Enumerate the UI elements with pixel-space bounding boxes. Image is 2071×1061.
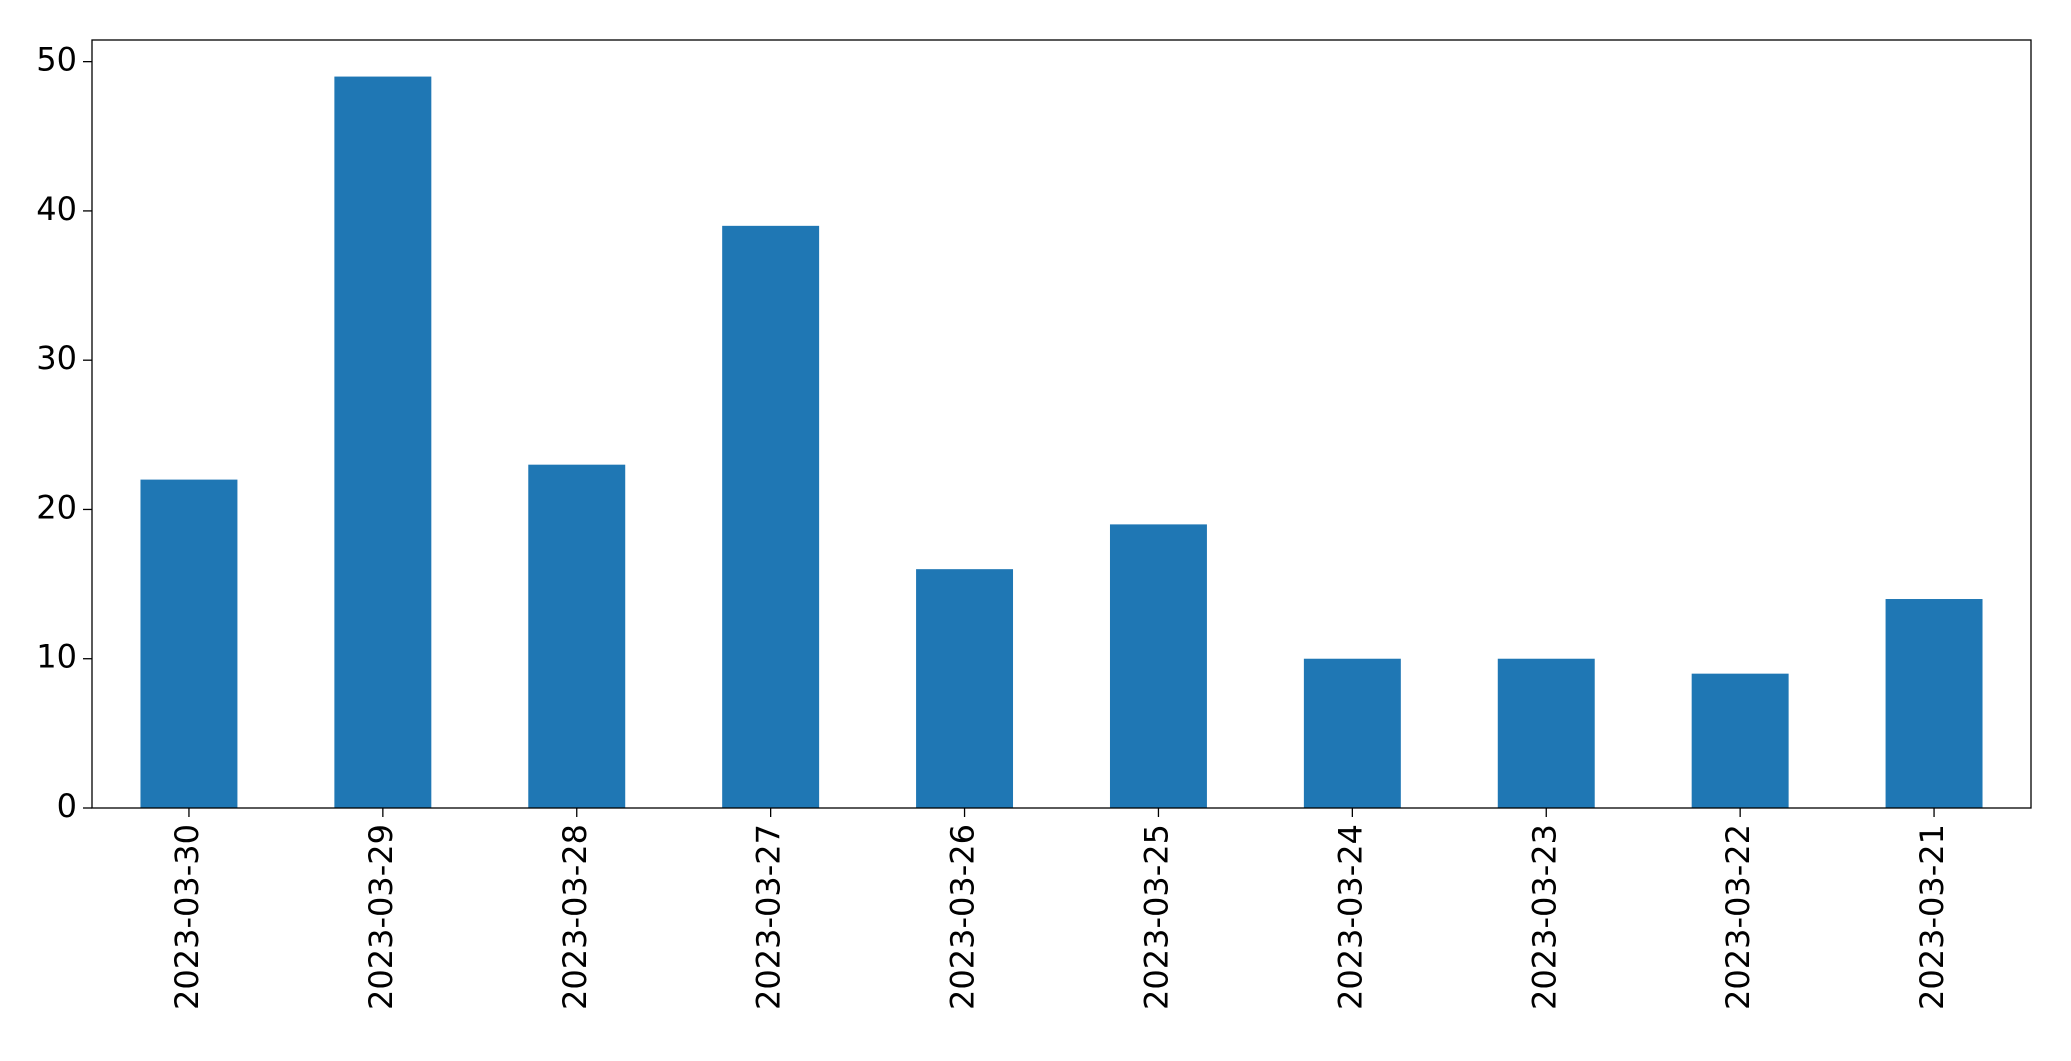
bar bbox=[722, 225, 820, 809]
bar bbox=[1497, 658, 1595, 808]
x-tick-label: 2023-03-25 bbox=[1137, 824, 1175, 1010]
x-tick-label: 2023-03-29 bbox=[362, 824, 400, 1010]
bar bbox=[334, 76, 432, 809]
y-tick-label: 30 bbox=[36, 339, 77, 377]
plot-frame bbox=[91, 39, 2032, 809]
bar bbox=[916, 569, 1014, 808]
x-tick-label: 2023-03-26 bbox=[944, 824, 982, 1010]
y-tick-label: 50 bbox=[36, 41, 77, 79]
x-tick-label: 2023-03-22 bbox=[1719, 824, 1757, 1010]
bar bbox=[528, 464, 626, 808]
y-tick-label: 10 bbox=[36, 638, 77, 676]
x-tick-label: 2023-03-24 bbox=[1331, 824, 1369, 1010]
x-tick-label: 2023-03-23 bbox=[1525, 824, 1563, 1010]
x-tick-label: 2023-03-27 bbox=[750, 824, 788, 1010]
x-tick-label: 2023-03-30 bbox=[168, 824, 206, 1010]
y-tick-label: 40 bbox=[36, 190, 77, 228]
y-tick-label: 20 bbox=[36, 488, 77, 526]
bar bbox=[1885, 599, 1983, 808]
bar bbox=[1691, 673, 1789, 808]
y-tick-label: 0 bbox=[57, 787, 77, 825]
x-tick-label: 2023-03-21 bbox=[1913, 824, 1951, 1010]
bar bbox=[140, 479, 238, 808]
bar bbox=[1109, 524, 1207, 808]
x-tick-label: 2023-03-28 bbox=[556, 824, 594, 1010]
bar bbox=[1303, 658, 1401, 808]
